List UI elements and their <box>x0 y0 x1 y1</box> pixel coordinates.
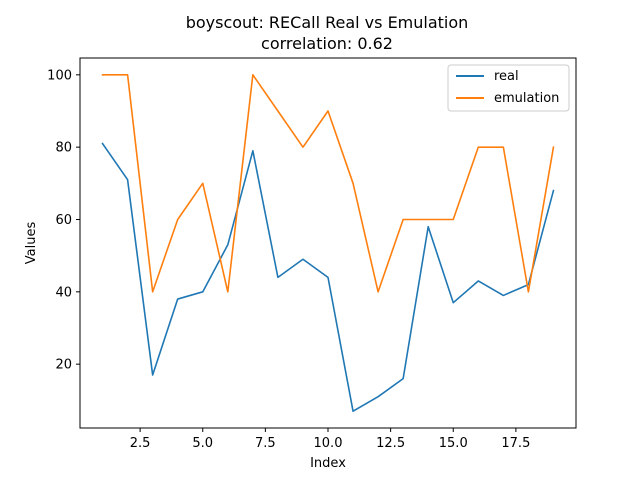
legend-label-emulation: emulation <box>494 91 559 106</box>
x-tick-label: 12.5 <box>376 436 405 451</box>
chart-title: boyscout: RECall Real vs Emulation <box>186 13 469 32</box>
plot-frame <box>79 57 577 429</box>
y-axis-label: Values <box>24 222 39 265</box>
x-axis-ticks: 2.5 5.0 7.5 10.0 12.5 15.0 17.5 <box>130 428 530 451</box>
x-tick-label: 10.0 <box>314 436 343 451</box>
x-tick-label: 5.0 <box>192 436 213 451</box>
legend-label-real: real <box>494 69 519 84</box>
y-tick-label: 40 <box>55 285 72 300</box>
y-tick-label: 100 <box>47 68 72 83</box>
y-tick-label: 20 <box>55 358 72 373</box>
y-tick-label: 80 <box>55 141 72 156</box>
x-tick-label: 15.0 <box>439 436 468 451</box>
y-axis-ticks: 20 40 60 80 100 <box>47 68 80 373</box>
series-layer <box>101 74 555 412</box>
chart-subtitle: correlation: 0.62 <box>261 34 393 53</box>
x-tick-label: 7.5 <box>255 436 276 451</box>
x-tick-label: 17.5 <box>501 436 530 451</box>
series-line-real <box>101 142 555 412</box>
series-line-emulation <box>101 74 555 293</box>
x-axis-label: Index <box>310 456 346 471</box>
legend: real emulation <box>447 64 570 112</box>
y-tick-label: 60 <box>55 213 72 228</box>
x-tick-label: 2.5 <box>130 436 151 451</box>
